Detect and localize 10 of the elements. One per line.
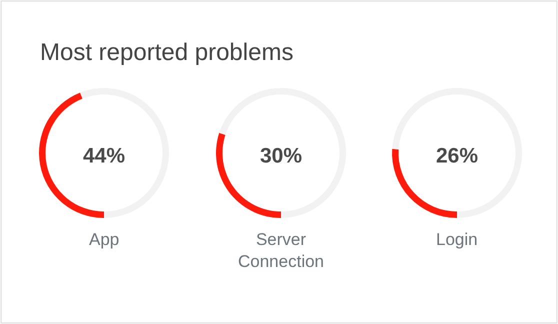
- donut-slice: [392, 88, 522, 218]
- data-label: 44%: [82, 144, 126, 168]
- slice-label: Login: [436, 230, 478, 249]
- slice-label: Server Connection: [238, 230, 324, 272]
- chart-title: Most reported problems: [40, 39, 294, 66]
- donut-slice: [219, 88, 346, 218]
- donut-slice: [80, 88, 169, 218]
- data-label: 30%: [260, 144, 302, 168]
- slice-label: App: [89, 230, 120, 249]
- data-label: 26%: [436, 144, 478, 168]
